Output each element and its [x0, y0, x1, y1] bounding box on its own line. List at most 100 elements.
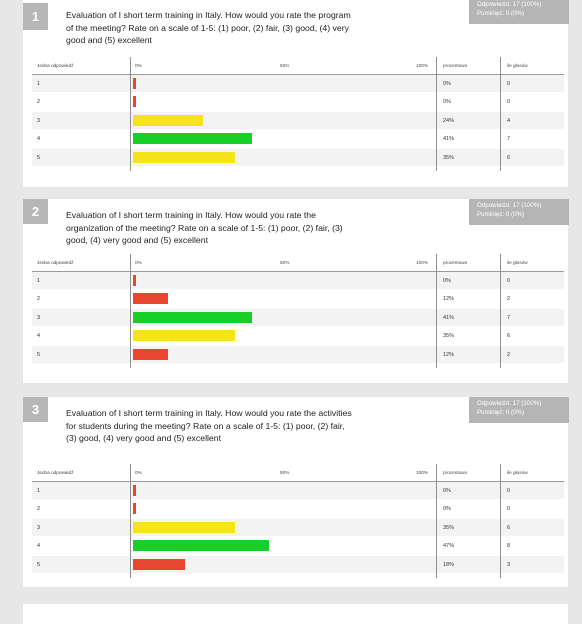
result-bar: [133, 151, 235, 163]
result-bar: [133, 503, 136, 515]
result-bar: [133, 485, 136, 496]
header-fifty: 50%: [280, 470, 290, 475]
response-summary-badge: Odpowiedzi: 17 (100%) Pominięć: 0 (0%): [469, 397, 569, 423]
percent-value: 0%: [443, 488, 451, 494]
vote-count: 8: [507, 543, 511, 550]
result-bar: [133, 114, 203, 126]
result-bar: [133, 78, 136, 89]
table-header: Jedna odpowiedź 0% 50% 100% procentowo ile gł…: [32, 57, 564, 75]
skipped-count: Pominięć: 0 (0%): [477, 408, 525, 416]
answer-label: 4: [37, 136, 41, 143]
answer-label: 2: [37, 99, 41, 106]
skipped-count: Pominięć: 0 (0%): [477, 9, 525, 17]
table-row: 2 0% 0: [32, 500, 564, 519]
vote-count: 7: [507, 314, 511, 321]
table-row: 4 35% 6: [32, 327, 564, 346]
table-row: 5 35% 6: [32, 148, 564, 167]
question-card-1: 1 Evaluation of I short term training in…: [23, 0, 569, 187]
answered-count: Odpowiedzi: 17 (100%): [477, 400, 542, 407]
percent-value: 12%: [443, 351, 455, 358]
header-hundred: 100%: [416, 260, 428, 265]
header-zero: 0%: [135, 260, 142, 265]
result-bar: [133, 558, 185, 570]
column-divider: [436, 464, 437, 578]
answer-label: 1: [37, 81, 41, 87]
answer-label: 1: [37, 278, 41, 284]
table-row: 1 0% 0: [32, 482, 564, 501]
percent-value: 35%: [443, 154, 455, 161]
result-bar: [133, 311, 252, 323]
percent-value: 35%: [443, 333, 455, 340]
answered-count: Odpowiedzi: 17 (100%): [477, 202, 542, 209]
skipped-count: Pominięć: 0 (0%): [477, 210, 525, 218]
question-number: 3: [23, 397, 48, 422]
header-votes: ile głosów: [507, 470, 528, 475]
percent-value: 0%: [443, 278, 451, 284]
table-row: 3 24% 4: [32, 111, 564, 131]
question-card-2: 2 Evaluation of I short term training in…: [23, 199, 569, 383]
header-answer: Jedna odpowiedź: [37, 470, 74, 475]
table-row: 1 0% 0: [32, 272, 564, 291]
vote-count: 6: [507, 524, 511, 531]
result-bar: [133, 348, 168, 360]
question-card-3: 3 Evaluation of I short term training in…: [23, 397, 569, 587]
column-divider: [130, 57, 131, 171]
vote-count: 6: [507, 333, 511, 340]
question-card-4: [23, 604, 568, 624]
answer-label: 5: [37, 351, 41, 358]
percent-value: 47%: [443, 543, 455, 550]
answered-count: Odpowiedzi: 17 (100%): [477, 1, 542, 8]
results-table: Jedna odpowiedź 0% 50% 100% procentowo ile gł…: [32, 254, 564, 368]
percent-value: 18%: [443, 561, 455, 568]
table-row: 5 12% 2: [32, 345, 564, 364]
answer-label: 2: [37, 506, 41, 513]
percent-value: 0%: [443, 99, 451, 106]
question-text: Evaluation of I short term training in I…: [66, 10, 351, 45]
percent-value: 35%: [443, 524, 455, 531]
result-bar: [133, 521, 235, 533]
answer-label: 2: [37, 296, 41, 303]
header-votes: ile głosów: [507, 260, 528, 265]
question-text: Evaluation of I short term training in I…: [66, 210, 343, 245]
vote-count: 2: [507, 296, 511, 303]
table-row: 2 0% 0: [32, 93, 564, 112]
table-row: 4 41% 7: [32, 130, 564, 149]
table-row: 1 0% 0: [32, 75, 564, 94]
percent-value: 12%: [443, 296, 455, 303]
vote-count: 0: [507, 506, 511, 513]
answer-label: 3: [37, 117, 41, 124]
result-bar: [133, 133, 252, 145]
result-bar: [133, 540, 269, 552]
header-votes: ile głosów: [507, 63, 528, 68]
answer-label: 1: [37, 488, 41, 494]
answer-label: 3: [37, 524, 41, 531]
result-bar: [133, 275, 136, 286]
header-fifty: 50%: [280, 260, 290, 265]
answer-label: 4: [37, 333, 41, 340]
results-table: Jedna odpowiedź 0% 50% 100% procentowo ile gł…: [32, 57, 564, 171]
result-bar: [133, 330, 235, 342]
header-percent: procentowo: [443, 470, 468, 475]
vote-count: 0: [507, 81, 511, 87]
answer-label: 5: [37, 561, 41, 568]
table-row: 4 47% 8: [32, 537, 564, 556]
response-summary-badge: Odpowiedzi: 17 (100%) Pominięć: 0 (0%): [469, 199, 569, 225]
table-header: Jedna odpowiedź 0% 50% 100% procentowo ile gł…: [32, 254, 564, 272]
vote-count: 0: [507, 488, 511, 494]
header-percent: procentowo: [443, 260, 468, 265]
column-divider: [436, 254, 437, 368]
vote-count: 7: [507, 136, 511, 143]
percent-value: 24%: [443, 117, 455, 124]
column-divider: [436, 57, 437, 171]
vote-count: 0: [507, 278, 511, 284]
header-hundred: 100%: [416, 470, 428, 475]
header-zero: 0%: [135, 63, 142, 68]
result-bar: [133, 293, 168, 305]
column-divider: [500, 57, 501, 171]
table-header: Jedna odpowiedź 0% 50% 100% procentowo ile gł…: [32, 464, 564, 482]
table-body: 1 0% 0 2 12% 2 3 41% 7 4 35% 6 5 12% 2: [32, 272, 564, 364]
question-number: 1: [23, 3, 48, 30]
percent-value: 0%: [443, 81, 451, 87]
header-hundred: 100%: [416, 63, 428, 68]
question-text: Evaluation of I short term training in I…: [66, 408, 352, 443]
